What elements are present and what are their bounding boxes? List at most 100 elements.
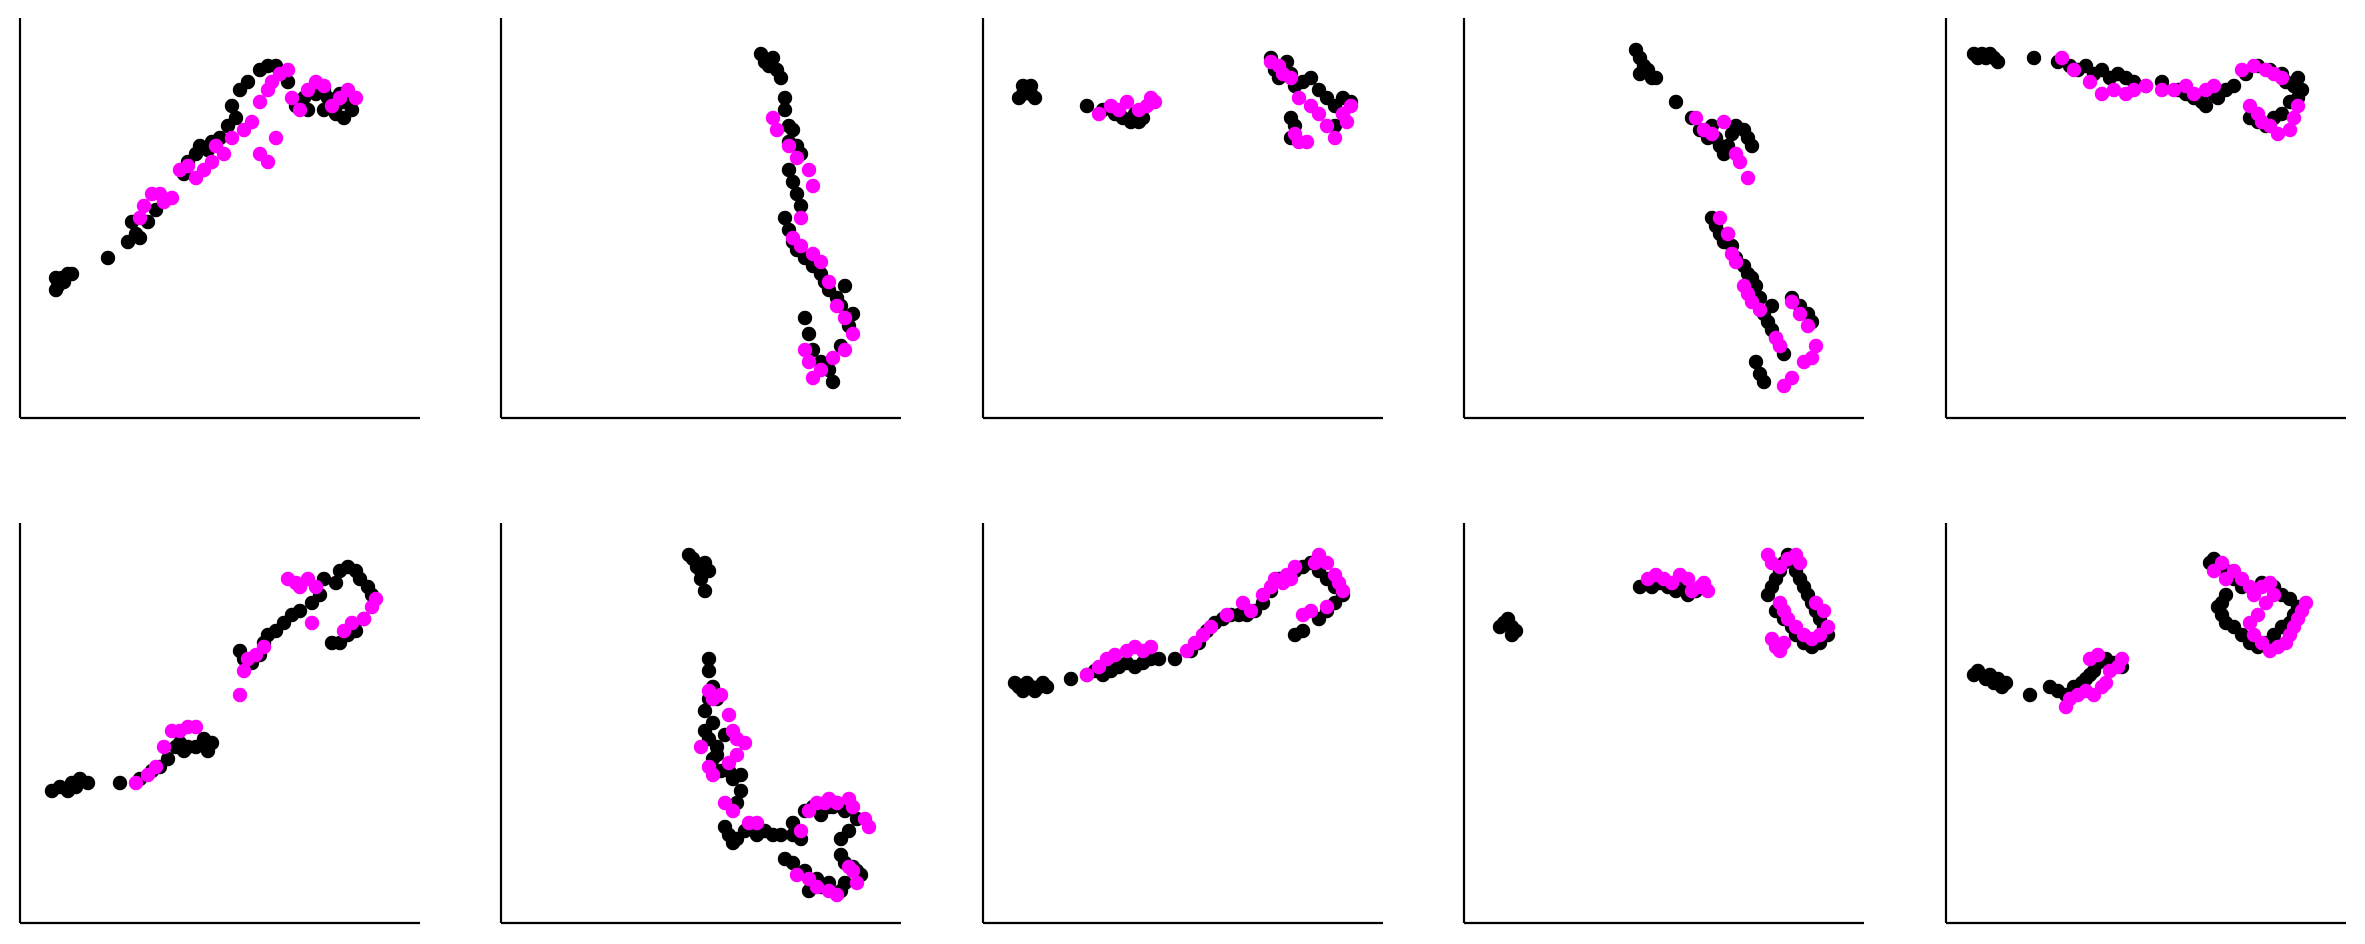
scatter-point [1319, 555, 1335, 571]
scatter-point [2274, 70, 2290, 86]
scatter-panel-8 [981, 523, 1383, 925]
scatter-point [1295, 607, 1311, 623]
scatter-point [268, 130, 284, 146]
scatter-point [132, 230, 148, 246]
scatter-point [284, 90, 300, 106]
scatter-point [252, 94, 268, 110]
scatter-point [2290, 98, 2306, 114]
scatter-point [228, 110, 244, 126]
scatter-point [1716, 114, 1732, 130]
scatter-point [1219, 607, 1235, 623]
scatter-point [204, 735, 220, 751]
scatter-point [1143, 639, 1159, 655]
scatter-point [1784, 294, 1800, 310]
scatter-point [721, 707, 737, 723]
scatter-point [1776, 635, 1792, 651]
scatter-point [793, 238, 809, 254]
scatter-point [48, 282, 64, 298]
scatter-point [1343, 98, 1359, 114]
series-2 [1688, 110, 1824, 394]
scatter-point [765, 110, 781, 126]
scatter-point [1728, 254, 1744, 270]
scatter-point [224, 130, 240, 146]
scatter-point [765, 50, 781, 66]
scatter-panel-9 [1462, 523, 1864, 925]
scatter-point [148, 759, 164, 775]
scatter-point [845, 799, 861, 815]
scatter-point [1744, 138, 1760, 154]
scatter-point [733, 783, 749, 799]
scatter-point [693, 571, 709, 587]
scatter-point [697, 583, 713, 599]
scatter-point [1998, 675, 2014, 691]
scatter-panel-10 [1944, 523, 2346, 925]
scatter-point [292, 102, 308, 118]
scatter-point [2258, 595, 2274, 611]
scatter-point [1792, 306, 1808, 322]
scatter-point [1303, 70, 1319, 86]
scatter-point [697, 703, 713, 719]
series-1 [1011, 50, 1359, 146]
scatter-point [2082, 74, 2098, 90]
scatter-point [240, 74, 256, 90]
scatter-point [308, 579, 324, 595]
scatter-point [797, 310, 813, 326]
scatter-point [713, 687, 729, 703]
scatter-point [845, 326, 861, 342]
scatter-point [797, 342, 813, 358]
scatter-point [849, 875, 865, 891]
scatter-point [1704, 126, 1720, 142]
scatter-point [793, 198, 809, 214]
scatter-point [861, 819, 877, 835]
scatter-point [2090, 647, 2106, 663]
scatter-point [793, 823, 809, 839]
scatter-point [1335, 583, 1351, 599]
scatter-point [825, 374, 841, 390]
scatter-point [1990, 54, 2006, 70]
scatter-point [809, 879, 825, 895]
scatter-point [781, 138, 797, 154]
scatter-point [328, 575, 344, 591]
scatter-point [368, 591, 384, 607]
scatter-point [1756, 374, 1772, 390]
scatter-point [733, 767, 749, 783]
scatter-point [1147, 94, 1163, 110]
scatter-point [1740, 170, 1756, 186]
scatter-point [801, 326, 817, 342]
scatter-point [280, 62, 296, 78]
scatter-panel-7 [499, 523, 901, 925]
scatter-point [1792, 555, 1808, 571]
scatter-point [821, 274, 837, 290]
scatter-point [1291, 90, 1307, 106]
scatter-point [801, 162, 817, 178]
scatter-point [80, 775, 96, 791]
scatter-point [156, 739, 172, 755]
scatter-point [236, 663, 252, 679]
scatter-point [344, 102, 360, 118]
scatter-point [2262, 575, 2278, 591]
scatter-point [64, 266, 80, 282]
scatter-point [837, 278, 853, 294]
scatter-point [773, 70, 789, 86]
scatter-point [1680, 571, 1696, 587]
scatter-point [785, 122, 801, 138]
scatter-point [1091, 106, 1107, 122]
scatter-point [304, 615, 320, 631]
scatter-point [1688, 110, 1704, 126]
scatter-point [1752, 302, 1768, 318]
scatter-point [781, 162, 797, 178]
series-1 [48, 58, 360, 298]
scatter-point [260, 154, 276, 170]
scatter-point [1508, 623, 1524, 639]
scatter-point [777, 210, 793, 226]
scatter-panel-6 [18, 523, 420, 925]
scatter-point [1796, 354, 1812, 370]
scatter-point [2138, 78, 2154, 94]
scatter-point [244, 114, 260, 130]
series-1 [753, 46, 861, 390]
scatter-point [837, 310, 853, 326]
scatter-point [100, 250, 116, 266]
scatter-point [805, 370, 821, 386]
scatter-point [1283, 70, 1299, 86]
scatter-point [785, 174, 801, 190]
